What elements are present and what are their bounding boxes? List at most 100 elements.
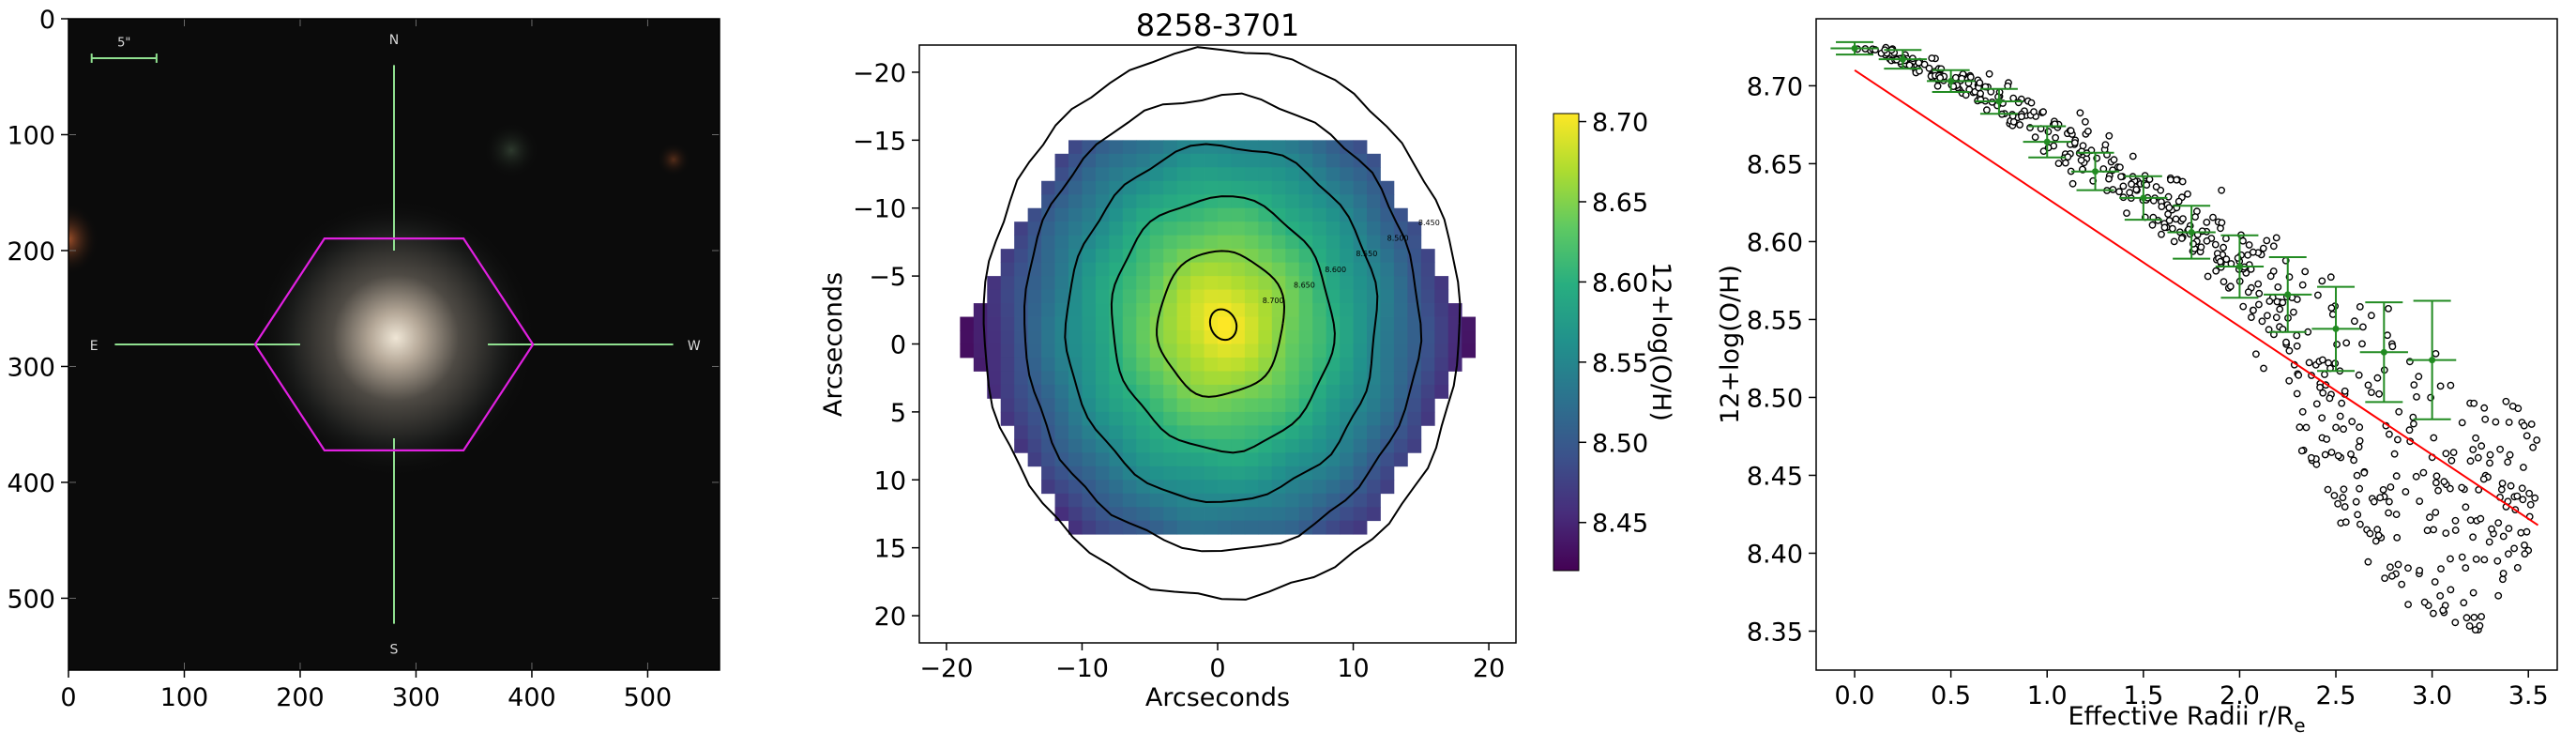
spaxel-point [2245,241,2253,249]
heatmap-cell [1258,493,1273,508]
heatmap-cell [1258,180,1273,195]
spaxel-point [2478,442,2486,450]
spaxel-point [2385,497,2393,506]
spaxel-point [2432,479,2440,487]
spaxel-point [2475,486,2483,494]
heatmap-cell [1204,371,1219,386]
spaxel-point [2068,179,2077,188]
spaxel-point [2285,376,2294,385]
heatmap-cell [960,330,975,344]
heatmap-cell [1298,452,1313,467]
heatmap-cell [1041,207,1055,222]
heatmap-cell [1353,425,1368,440]
spaxel-point [2432,472,2441,481]
heatmap-cell [1122,316,1137,331]
heatmap-cell [1041,371,1055,386]
heatmap-cell [1218,398,1232,413]
heatmap-cell [1218,153,1232,168]
heatmap-cell [1000,343,1015,359]
heatmap-cell [1176,207,1191,222]
heatmap-cell [1285,493,1300,508]
heatmap-cell [1149,466,1164,481]
spaxel-point [2018,113,2025,121]
spaxel-point [2510,544,2519,553]
spaxel-point [2415,373,2423,381]
spaxel-point [2409,420,2417,428]
heatmap-cell [1122,398,1137,413]
scatter-axes-frame [1815,18,2558,671]
heatmap-cell [1298,507,1313,522]
galaxy [255,197,537,479]
heatmap-cell [1176,167,1191,182]
heatmap-cell [1014,371,1029,386]
heatmap-cell [1407,425,1422,440]
heatmap-cell [1109,371,1124,386]
heatmap-cell [1054,398,1069,413]
heatmap-cell [1326,438,1341,453]
heatmap-cell [1367,398,1381,413]
spaxel-point [2405,426,2414,435]
bin-marker [2284,291,2292,298]
compass-e: E [90,339,98,354]
heatmap-cell [1054,235,1069,250]
spaxel-point [2388,343,2397,351]
heatmap-cell [1326,235,1341,250]
spaxel-point [2504,458,2512,466]
spaxel-point [2446,484,2454,493]
heatmap-cell [1312,371,1327,386]
heatmap-cell [1285,207,1300,222]
heatmap-cell [1149,180,1164,195]
heatmap-cell [1420,316,1435,331]
heatmap-cell [1068,411,1083,426]
metallicity-map-panel: 8258-3701 8.7008.6508.6008.5508.5008.450… [819,8,1675,712]
spaxel-point [2462,564,2470,572]
spaxel-point [2387,572,2396,580]
spaxel-point [2505,525,2513,532]
heatmap-cell [1244,289,1259,304]
heatmap-cell [1149,276,1164,290]
contour-label: 8.700 [1263,297,1284,305]
heatmap-cell [1041,289,1055,304]
heatmap-cell [1204,303,1219,317]
bin-marker [2092,168,2099,176]
heatmap-cell [1163,221,1178,237]
spaxel-point [2350,456,2358,465]
colorbar-tick-label: 8.65 [1592,189,1648,218]
spaxel-point [2469,446,2478,453]
spaxel-point [2129,152,2137,160]
heatmap-cell [1068,520,1083,535]
heatmap-cell [1204,507,1219,522]
heatmap-cell [1068,153,1083,168]
heatmap-cell [1054,276,1069,290]
heatmap-cell [1068,480,1083,495]
heatmap-cell [1122,221,1137,237]
contour-line [1208,308,1238,342]
heatmap-cell [1258,276,1273,290]
spaxel-point [2259,244,2267,252]
heatmap-cell [1136,466,1151,481]
spaxel-point [2276,305,2284,313]
heatmap-cell [1163,493,1178,508]
heatmap-cell [1190,452,1205,467]
spaxel-point [2009,94,2018,102]
map-title: 8258-3701 [1136,8,1299,43]
heatmap-cell [1014,276,1029,290]
heatmap-cell [1271,153,1286,168]
spaxel-point [1985,69,1993,78]
heatmap-cell [1000,316,1015,331]
heatmap-cell [1298,411,1313,426]
heatmap-cell [1204,140,1219,155]
heatmap-cell [987,343,1002,359]
spaxel-point [2472,556,2480,563]
spaxel-point [2204,272,2212,281]
heatmap-cell [1041,466,1055,481]
heatmap-cell [1326,303,1341,317]
heatmap-cell [1082,384,1097,399]
heatmap-cell [1218,289,1232,304]
spaxel-point [2342,339,2351,347]
heatmap-cell [1095,438,1110,453]
heatmap-cell [1420,330,1435,344]
heatmap-cell [1244,452,1259,467]
heatmap-cell [1380,289,1395,304]
heatmap-cell [1380,357,1395,372]
